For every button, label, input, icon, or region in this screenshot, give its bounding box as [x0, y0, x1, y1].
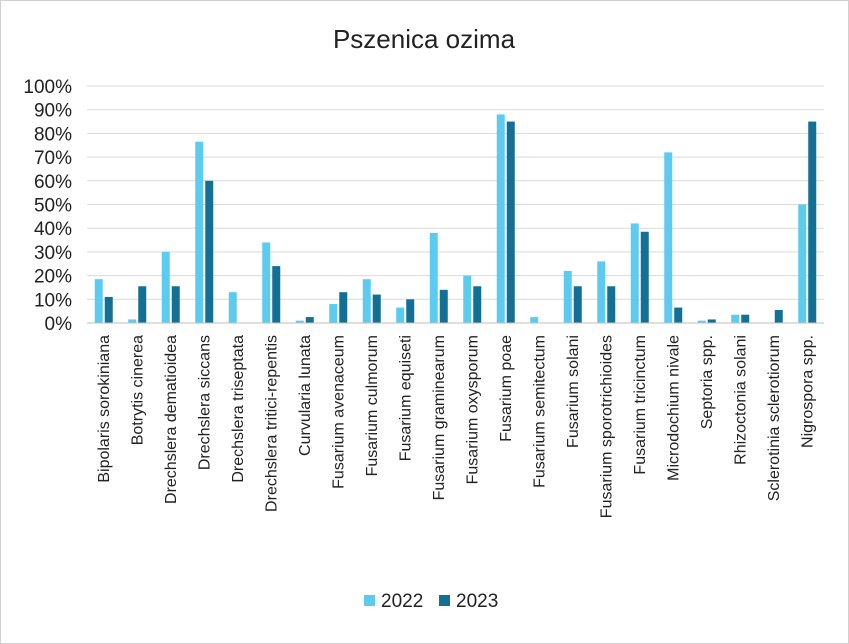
legend-swatch: [364, 595, 375, 606]
bar-2023: [305, 317, 314, 323]
y-tick-label: 70%: [34, 148, 72, 169]
bar-2023: [339, 292, 348, 323]
bar-2022: [329, 304, 338, 323]
x-category-label: Fusarium oxysporum: [464, 335, 481, 484]
bar-2023: [171, 286, 180, 323]
y-tick-label: 20%: [34, 267, 72, 288]
legend: 2022 2023: [364, 591, 498, 612]
bar-2022: [664, 152, 673, 323]
bar-2023: [607, 286, 616, 323]
bar-2023: [272, 266, 281, 323]
bar-2023: [808, 121, 817, 323]
x-category-label: Fusarium semitectum: [531, 335, 548, 488]
bar-2023: [473, 286, 482, 323]
bar-2022: [530, 317, 539, 323]
bar-2022: [597, 261, 606, 323]
x-category-label: Nigrospora spp.: [799, 335, 816, 448]
bar-2023: [205, 180, 214, 323]
bar-2023: [741, 314, 750, 323]
x-category-label: Fusarium solani: [565, 335, 582, 448]
x-category-label: Fusarium culmorum: [364, 335, 381, 476]
x-category-label: Rhizoctonia solani: [732, 335, 749, 465]
x-axis-categories: Bipolaris sorokiniana Botrytis cinerea Dre…: [96, 335, 817, 518]
bar-2023: [573, 286, 582, 323]
x-category-label: Fusarium equiseti: [397, 335, 414, 461]
x-category-label: Microdochium nivale: [665, 335, 682, 481]
bar-2023: [506, 121, 515, 323]
y-axis-ticks: 0% 10%20% 30% 40%50% 60% 70% 80%90% 100%: [23, 77, 72, 335]
bar-2022: [563, 270, 572, 323]
y-tick-label: 30%: [34, 243, 72, 264]
bar-2022: [630, 223, 639, 323]
bar-2022: [429, 232, 438, 323]
y-tick-label: 40%: [34, 219, 72, 240]
x-category-label: Fusarium poae: [498, 335, 515, 442]
bar-2022: [731, 314, 740, 323]
bars: [94, 114, 817, 323]
x-category-label: Fusarium tricinctum: [632, 335, 649, 475]
y-tick-label: 100%: [23, 77, 72, 98]
x-category-label: Botrytis cinerea: [129, 335, 146, 445]
bar-2022: [161, 251, 170, 323]
x-category-label: Fusarium sporotrichioides: [598, 335, 615, 518]
bar-2022: [228, 292, 237, 323]
bar-2023: [439, 289, 448, 323]
y-tick-label: 10%: [34, 290, 72, 311]
x-category-label: Curvularia lunata: [297, 335, 314, 456]
legend-label: 2022: [381, 591, 423, 612]
bar-2022: [262, 242, 271, 323]
bar-2023: [372, 294, 381, 323]
x-category-label: Fusarium avenaceum: [330, 335, 347, 489]
bar-2023: [640, 231, 649, 323]
y-tick-label: 50%: [34, 196, 72, 217]
x-category-label: Drechslera triseptata: [230, 335, 247, 483]
y-tick-label: 0%: [45, 314, 73, 335]
y-tick-label: 60%: [34, 172, 72, 193]
bar-2022: [195, 141, 204, 323]
bar-2022: [496, 114, 505, 323]
bar-2023: [138, 286, 147, 323]
y-tick-label: 90%: [34, 101, 72, 122]
x-category-label: Drechslera tritici-repentis: [263, 335, 280, 512]
legend-swatch: [439, 595, 450, 606]
x-category-label: Drechslera dematioidea: [163, 335, 180, 504]
bar-2022: [128, 319, 137, 323]
bar-2023: [774, 309, 783, 323]
x-category-label: Drechslera siccans: [196, 335, 213, 470]
x-category-label: Septoria spp.: [699, 335, 716, 429]
y-tick-label: 80%: [34, 124, 72, 145]
chart-title: Pszenica ozima: [333, 24, 516, 54]
bar-2022: [697, 320, 706, 323]
x-category-label: Bipolaris sorokiniana: [96, 335, 113, 483]
x-category-label: Sclerotinia sclerotiorum: [766, 335, 783, 501]
bar-2022: [295, 320, 304, 323]
bar-2022: [396, 307, 405, 323]
x-category-label: Fusarium graminearum: [431, 335, 448, 500]
legend-label: 2023: [456, 591, 498, 612]
bar-2023: [406, 299, 415, 323]
bar-2022: [94, 279, 103, 323]
bar-2022: [362, 279, 371, 323]
bar-2023: [674, 307, 683, 323]
bar-2023: [707, 319, 716, 323]
bar-2022: [798, 204, 807, 323]
bar-2023: [104, 296, 113, 323]
bar-2022: [463, 275, 472, 323]
